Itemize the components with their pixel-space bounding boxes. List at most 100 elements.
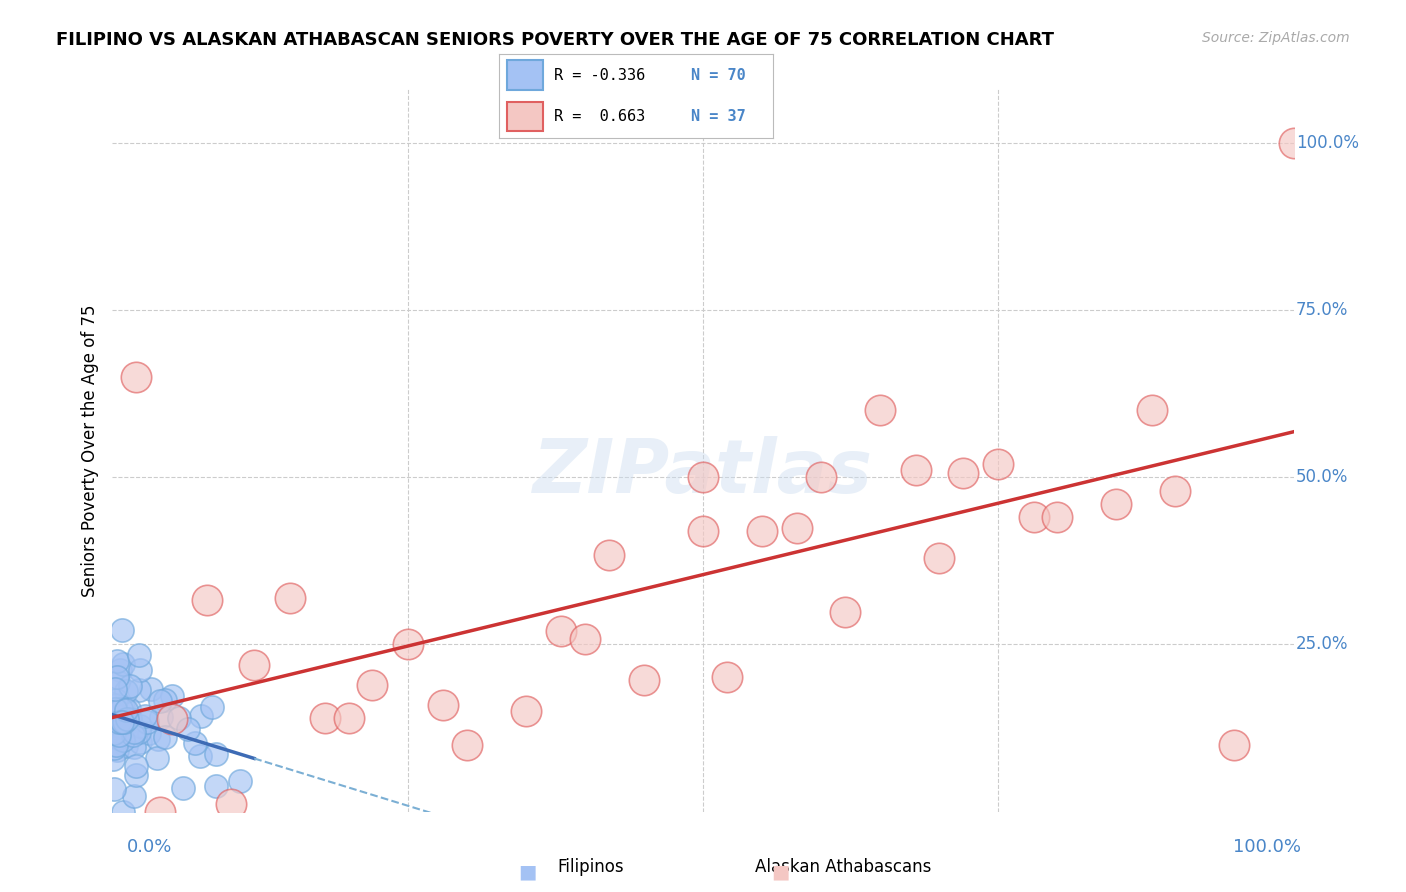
Point: [155, 693, 177, 707]
Text: 75.0%: 75.0%: [1296, 301, 1348, 319]
Point: [952, 466, 974, 480]
Point: [138, 726, 160, 740]
Point: [104, 693, 127, 707]
Point: [122, 789, 145, 803]
Point: [786, 521, 808, 535]
Point: [1164, 483, 1187, 498]
Point: [110, 702, 132, 716]
Point: [692, 470, 714, 484]
Text: ■: ■: [517, 863, 537, 882]
Point: [160, 712, 183, 726]
Point: [104, 702, 127, 716]
Point: [111, 805, 134, 819]
Point: [115, 739, 138, 753]
Point: [112, 700, 135, 714]
Point: [456, 738, 478, 752]
Point: [107, 714, 129, 729]
Point: [120, 712, 142, 726]
Point: [108, 663, 131, 677]
Point: [810, 470, 832, 484]
Point: [361, 678, 384, 692]
Point: [107, 728, 129, 742]
Point: [103, 699, 125, 714]
Point: [122, 724, 145, 739]
Point: [104, 682, 127, 697]
Point: [167, 711, 190, 725]
Point: [125, 768, 148, 782]
Point: [129, 663, 152, 677]
Point: [432, 698, 454, 712]
Text: Source: ZipAtlas.com: Source: ZipAtlas.com: [1202, 31, 1350, 45]
Point: [103, 725, 125, 739]
Point: [1140, 403, 1163, 417]
Point: [153, 730, 176, 744]
Point: [118, 679, 141, 693]
Point: [195, 592, 218, 607]
Text: 100.0%: 100.0%: [1233, 838, 1301, 855]
Text: ZIPatlas: ZIPatlas: [533, 435, 873, 508]
Point: [111, 714, 134, 729]
Point: [314, 711, 336, 725]
Point: [869, 403, 891, 417]
Point: [1022, 510, 1045, 524]
Point: [278, 591, 301, 605]
Point: [107, 675, 129, 690]
Text: Alaskan Athabascans: Alaskan Athabascans: [755, 858, 932, 876]
Point: [105, 738, 128, 752]
Point: [125, 369, 148, 384]
Text: N = 70: N = 70: [692, 68, 745, 83]
Text: FILIPINO VS ALASKAN ATHABASCAN SENIORS POVERTY OVER THE AGE OF 75 CORRELATION CH: FILIPINO VS ALASKAN ATHABASCAN SENIORS P…: [56, 31, 1054, 49]
Point: [184, 736, 207, 750]
Point: [128, 725, 150, 739]
Text: 50.0%: 50.0%: [1296, 468, 1348, 486]
Point: [128, 648, 150, 662]
Point: [134, 708, 156, 723]
Point: [128, 735, 150, 749]
Point: [129, 719, 152, 733]
Point: [107, 743, 129, 757]
Point: [112, 733, 135, 747]
Text: ■: ■: [770, 863, 790, 882]
Point: [574, 632, 596, 647]
Point: [550, 624, 572, 639]
Point: [101, 752, 124, 766]
Point: [112, 714, 135, 729]
Point: [1282, 136, 1305, 150]
Point: [105, 655, 128, 669]
Point: [160, 689, 183, 703]
Point: [103, 781, 125, 796]
Point: [108, 709, 131, 723]
Point: [177, 722, 200, 736]
Point: [124, 739, 146, 754]
Point: [112, 714, 135, 728]
Point: [1105, 497, 1128, 511]
Point: [243, 657, 266, 672]
Text: 0.0%: 0.0%: [127, 838, 172, 855]
Point: [515, 705, 537, 719]
Point: [692, 524, 714, 538]
Point: [190, 708, 212, 723]
Point: [111, 657, 134, 671]
Point: [716, 670, 738, 684]
Point: [229, 773, 252, 788]
Point: [145, 750, 167, 764]
Text: R = -0.336: R = -0.336: [554, 68, 645, 83]
Point: [115, 684, 138, 698]
Point: [172, 780, 194, 795]
Point: [1046, 510, 1069, 524]
Point: [128, 682, 150, 697]
Point: [205, 779, 228, 793]
Point: [337, 711, 360, 725]
Text: 100.0%: 100.0%: [1296, 134, 1358, 152]
Point: [1223, 738, 1246, 752]
Point: [188, 749, 211, 764]
Point: [598, 548, 620, 562]
Point: [118, 701, 141, 715]
Point: [105, 670, 128, 684]
Point: [135, 715, 157, 730]
Text: N = 37: N = 37: [692, 109, 745, 124]
Point: [834, 605, 856, 619]
Point: [108, 715, 131, 730]
Point: [219, 797, 242, 812]
Point: [146, 732, 169, 747]
